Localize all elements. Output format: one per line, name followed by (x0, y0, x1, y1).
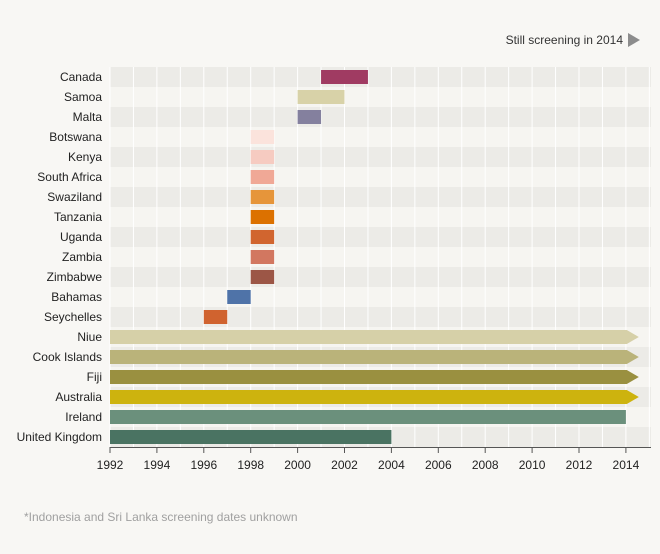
triangle-arrow-icon (628, 33, 640, 47)
bar-tanzania (250, 210, 275, 224)
bar-swaziland (250, 190, 275, 204)
bar-seychelles (203, 310, 228, 324)
footnote: *Indonesia and Sri Lanka screening dates… (24, 510, 298, 524)
row-band (110, 87, 651, 107)
legend-label: Still screening in 2014 (505, 33, 623, 47)
x-tick-label: 1992 (97, 458, 124, 472)
row-band (110, 167, 651, 187)
legend: Still screening in 2014 (506, 33, 640, 47)
x-tick-label: 1994 (144, 458, 171, 472)
bar-samoa (297, 90, 345, 104)
row-band (110, 107, 651, 127)
category-label: Cook Islands (33, 350, 102, 364)
bar-botswana (250, 130, 275, 144)
row-band (110, 147, 651, 167)
category-label: Kenya (68, 150, 102, 164)
category-label: Niue (77, 330, 102, 344)
bar-zimbabwe (250, 270, 275, 284)
bar-zambia (250, 250, 275, 264)
bar-uganda (250, 230, 275, 244)
category-label: Swaziland (47, 190, 102, 204)
x-tick-label: 2000 (284, 458, 311, 472)
x-tick-label: 2010 (519, 458, 546, 472)
category-label: Zimbabwe (47, 270, 103, 284)
x-tick-label: 2012 (566, 458, 593, 472)
bar-australia (110, 390, 639, 404)
bar-kenya (250, 150, 275, 164)
x-tick-label: 1998 (237, 458, 264, 472)
bar-niue (110, 330, 639, 344)
row-band (110, 187, 651, 207)
bar-ireland (110, 410, 626, 424)
category-label: Samoa (64, 90, 102, 104)
bar-malta (297, 110, 322, 124)
category-label: Seychelles (44, 310, 102, 324)
x-tick-label: 2006 (425, 458, 452, 472)
x-tick-label: 1996 (190, 458, 217, 472)
row-band (110, 127, 651, 147)
category-label: Zambia (62, 250, 102, 264)
bar-bahamas (227, 290, 251, 304)
row-band (110, 207, 651, 227)
category-label: Botswana (49, 130, 102, 144)
row-band (110, 267, 651, 287)
bar-fiji (110, 370, 639, 384)
category-label: Australia (55, 390, 102, 404)
row-band (110, 67, 651, 87)
row-band (110, 307, 651, 327)
row-band (110, 227, 651, 247)
x-tick-label: 2014 (613, 458, 640, 472)
category-label: Ireland (65, 410, 102, 424)
bar-south-africa (250, 170, 275, 184)
bar-cook-islands (110, 350, 639, 364)
category-label: Fiji (87, 370, 102, 384)
x-tick-label: 2004 (378, 458, 405, 472)
category-label: United Kingdom (17, 430, 102, 444)
bar-canada (321, 70, 368, 84)
row-band (110, 287, 651, 307)
x-tick-label: 2002 (331, 458, 358, 472)
category-label: South Africa (37, 170, 102, 184)
category-label: Tanzania (54, 210, 102, 224)
bar-united-kingdom (110, 430, 392, 444)
row-band (110, 247, 651, 267)
category-label: Uganda (60, 230, 102, 244)
category-label: Malta (73, 110, 103, 124)
x-tick-label: 2008 (472, 458, 499, 472)
category-label: Canada (60, 70, 102, 84)
category-label: Bahamas (51, 290, 102, 304)
